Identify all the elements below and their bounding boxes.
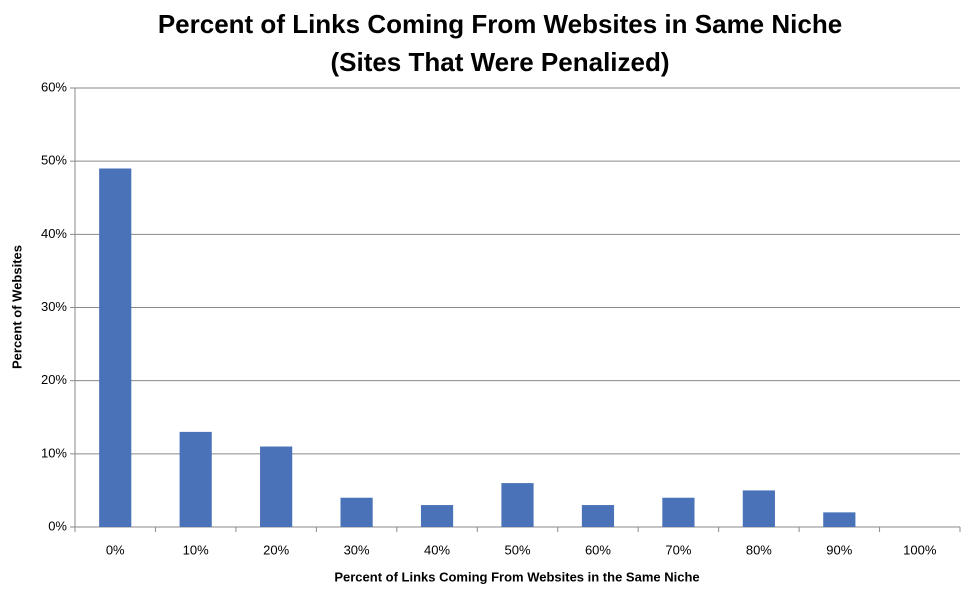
x-tick-label: 20%: [263, 542, 289, 557]
y-tick-label: 40%: [41, 226, 67, 241]
chart-subtitle: (Sites That Were Penalized): [330, 47, 669, 77]
bar: [662, 497, 695, 527]
bar: [501, 483, 534, 527]
bar: [99, 168, 132, 527]
y-tick-label: 20%: [41, 372, 67, 387]
x-tick-label: 50%: [504, 542, 530, 557]
bar: [823, 512, 856, 527]
bar: [260, 446, 293, 527]
x-tick-label: 40%: [424, 542, 450, 557]
x-tick-label: 10%: [183, 542, 209, 557]
x-tick-label: 0%: [106, 542, 125, 557]
bar: [742, 490, 775, 527]
x-tick-label: 30%: [344, 542, 370, 557]
y-tick-label: 10%: [41, 445, 67, 460]
x-tick-label: 70%: [665, 542, 691, 557]
bar: [581, 505, 615, 527]
x-tick-label: 100%: [903, 542, 937, 557]
x-tick-label: 60%: [585, 542, 611, 557]
bar: [340, 497, 373, 527]
chart-title: Percent of Links Coming From Websites in…: [158, 9, 842, 39]
x-tick-label: 80%: [746, 542, 772, 557]
y-tick-label: 0%: [48, 518, 67, 533]
y-axis-title: Percent of Websites: [9, 245, 24, 369]
y-tick-label: 60%: [41, 79, 67, 94]
x-tick-label: 90%: [826, 542, 852, 557]
y-tick-label: 30%: [41, 299, 67, 314]
bar: [420, 505, 454, 527]
x-axis-title: Percent of Links Coming From Websites in…: [334, 569, 699, 584]
bar: [179, 431, 212, 527]
y-tick-label: 50%: [41, 153, 67, 168]
